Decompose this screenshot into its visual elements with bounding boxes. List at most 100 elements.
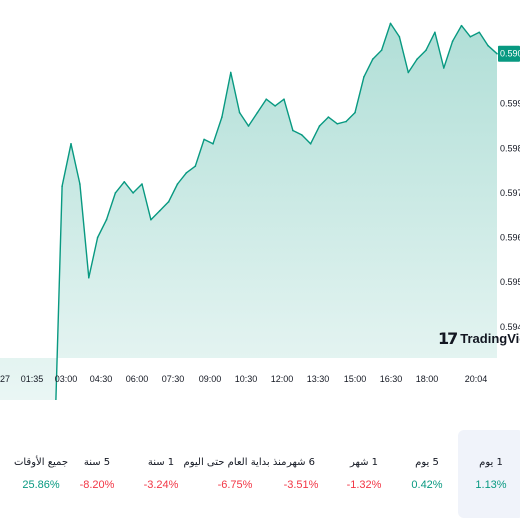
price-point xyxy=(265,98,268,101)
price-area-fill xyxy=(0,23,497,400)
x-tick-label: 03:00 xyxy=(55,374,78,384)
price-point xyxy=(221,116,223,118)
tradingview-mark-icon: 17 xyxy=(438,329,458,348)
price-chart[interactable]: 0.59400 0.59500 0.59600 0.59700 0.59800 0.599… xyxy=(0,0,520,400)
price-point xyxy=(380,49,383,51)
period-change-value: 1.13% xyxy=(475,479,507,491)
period-button[interactable]: 1 سنة -3.24% xyxy=(128,430,194,518)
price-point xyxy=(238,111,241,114)
x-tick-label: 10:30 xyxy=(235,374,258,384)
price-point xyxy=(300,134,303,136)
price-point xyxy=(371,58,374,60)
period-change-value: -8.20% xyxy=(79,479,115,491)
price-point xyxy=(247,125,250,127)
price-point xyxy=(327,116,330,118)
price-point xyxy=(203,138,205,141)
price-point xyxy=(114,192,117,194)
price-point xyxy=(416,58,418,60)
period-change-value: -1.32% xyxy=(346,479,382,491)
performance-periods: 1 يوم 1.13% 5 يوم 0.42% 1 شهر -1.32% 6 شهر -3.5… xyxy=(0,430,520,518)
price-point xyxy=(274,105,276,107)
price-point xyxy=(283,98,285,101)
x-tick-label: 09:00 xyxy=(199,374,222,384)
period-change-value: 0.42% xyxy=(411,479,443,491)
price-point xyxy=(292,129,294,132)
x-tick-label: 27 xyxy=(0,374,10,384)
x-tick-label: 16:30 xyxy=(380,374,403,384)
period-button[interactable]: 1 يوم 1.13% xyxy=(458,430,520,518)
x-tick-label: 12:00 xyxy=(271,374,294,384)
y-tick-label: 0.59600 xyxy=(500,233,520,243)
price-point xyxy=(469,35,472,38)
current-price-tag xyxy=(498,45,520,62)
price-point xyxy=(487,44,489,47)
price-point xyxy=(123,180,126,183)
x-tick-label: 06:00 xyxy=(126,374,149,384)
price-point xyxy=(256,111,259,114)
x-tick-label: 04:30 xyxy=(90,374,113,384)
y-tick-label: 0.59800 xyxy=(500,143,520,153)
chart-svg[interactable]: 0.59400 0.59500 0.59600 0.59700 0.59800 0.599… xyxy=(0,0,520,400)
price-point xyxy=(496,52,498,55)
price-point xyxy=(363,76,365,78)
period-label: 1 يوم xyxy=(479,457,503,468)
period-label: منذ بداية العام حتى اليوم xyxy=(183,457,287,468)
period-button[interactable]: 5 سنة -8.20% xyxy=(64,430,130,518)
price-point xyxy=(345,120,347,123)
period-change-value: -6.75% xyxy=(217,479,253,491)
x-tick-label: 13:30 xyxy=(307,374,330,384)
price-point xyxy=(167,201,170,203)
price-point xyxy=(460,24,463,27)
y-tick-label: 0.59500 xyxy=(500,277,520,287)
price-point xyxy=(212,143,214,145)
price-point xyxy=(185,172,188,174)
price-point xyxy=(176,183,179,185)
price-point xyxy=(354,111,356,114)
price-point xyxy=(425,49,427,51)
y-tick-label: 0.59700 xyxy=(500,188,520,198)
period-button[interactable]: 5 يوم 0.42% xyxy=(394,430,460,518)
price-point xyxy=(70,143,72,145)
price-point xyxy=(478,31,481,34)
price-point xyxy=(79,183,81,185)
tradingview-logo: 17 TradingView xyxy=(438,329,520,348)
price-point xyxy=(96,236,99,239)
tradingview-wordmark: TradingView xyxy=(460,331,520,346)
price-point xyxy=(150,218,152,221)
x-tick-label: 18:00 xyxy=(416,374,439,384)
period-change-value: 25.86% xyxy=(22,479,60,491)
price-point xyxy=(105,218,108,221)
price-point xyxy=(61,185,63,188)
y-tick-label: 0.59400 xyxy=(500,322,520,332)
price-point xyxy=(398,35,401,38)
period-button[interactable]: منذ بداية العام حتى اليوم -6.75% xyxy=(180,430,290,518)
price-point xyxy=(229,71,232,74)
price-point xyxy=(407,71,410,74)
price-point xyxy=(336,122,339,125)
period-label: 6 شهر xyxy=(286,457,316,468)
period-change-value: -3.24% xyxy=(143,479,179,491)
period-label: 1 شهر xyxy=(349,457,379,468)
price-point xyxy=(132,192,134,194)
x-tick-label: 01:35 xyxy=(21,374,44,384)
period-label: 1 سنة xyxy=(147,457,175,468)
period-button[interactable]: 6 شهر -3.51% xyxy=(268,430,334,518)
y-tick-label: 0.59900 xyxy=(500,99,520,109)
period-button[interactable]: جميع الأوقات 25.86% xyxy=(8,430,74,518)
x-tick-label: 07:30 xyxy=(162,374,185,384)
price-point xyxy=(141,183,143,185)
price-point xyxy=(389,22,392,25)
period-label: 5 سنة xyxy=(83,457,111,468)
period-label: جميع الأوقات xyxy=(13,457,69,468)
price-point xyxy=(309,143,312,145)
current-price-label: 0.59012 xyxy=(500,49,520,59)
price-point xyxy=(318,125,321,127)
price-point xyxy=(451,40,454,43)
period-button[interactable]: 1 شهر -1.32% xyxy=(331,430,397,518)
period-label: 5 يوم xyxy=(415,457,439,468)
price-point xyxy=(158,209,161,212)
x-tick-label: 20:04 xyxy=(465,374,488,384)
period-change-value: -3.51% xyxy=(283,479,319,491)
price-point xyxy=(442,67,445,69)
x-tick-label: 15:00 xyxy=(344,374,367,384)
